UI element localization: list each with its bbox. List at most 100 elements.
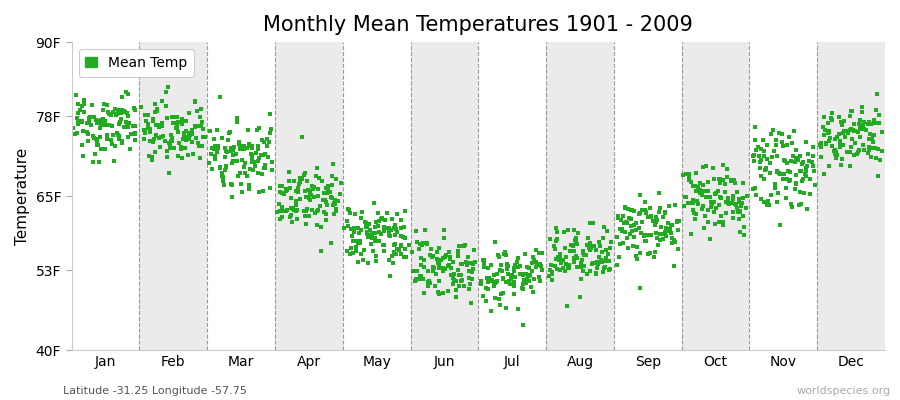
Point	[770, 190, 785, 196]
Point	[417, 257, 431, 263]
Point	[868, 145, 883, 152]
Point	[185, 139, 200, 146]
Point	[308, 209, 322, 216]
Point	[311, 193, 326, 200]
Point	[310, 165, 324, 171]
Point	[871, 112, 886, 119]
Point	[716, 219, 730, 226]
Point	[534, 263, 548, 270]
Point	[663, 230, 678, 236]
Point	[671, 218, 686, 224]
Point	[679, 170, 693, 177]
Point	[510, 264, 525, 270]
Point	[396, 254, 410, 260]
Point	[97, 122, 112, 129]
Point	[208, 156, 222, 162]
Point	[418, 226, 432, 233]
Point	[619, 219, 634, 226]
Point	[328, 196, 343, 203]
Point	[245, 159, 259, 165]
Point	[323, 189, 338, 195]
Point	[782, 134, 796, 140]
Point	[709, 190, 724, 196]
Point	[220, 148, 234, 155]
Point	[142, 137, 157, 144]
Point	[184, 130, 198, 137]
Point	[166, 120, 180, 126]
Point	[295, 134, 310, 140]
Point	[398, 235, 412, 241]
Point	[105, 109, 120, 115]
Point	[138, 112, 152, 118]
Point	[502, 278, 517, 284]
Point	[460, 262, 474, 268]
Point	[652, 190, 666, 196]
Point	[152, 124, 166, 130]
Point	[260, 142, 274, 149]
Point	[439, 252, 454, 258]
Point	[843, 108, 858, 114]
Point	[424, 254, 438, 261]
Point	[757, 176, 771, 182]
Point	[830, 134, 844, 140]
Point	[314, 224, 328, 230]
Point	[328, 201, 342, 208]
Point	[237, 164, 251, 170]
Point	[122, 120, 136, 126]
Point	[359, 224, 374, 230]
Point	[302, 212, 316, 219]
Point	[544, 262, 558, 268]
Point	[728, 200, 742, 207]
Point	[98, 146, 112, 152]
Point	[513, 263, 527, 269]
Point	[456, 243, 471, 249]
Point	[867, 116, 881, 123]
Point	[376, 242, 391, 248]
Point	[613, 226, 627, 232]
Point	[648, 249, 662, 256]
Point	[375, 215, 390, 221]
Point	[757, 148, 771, 154]
Point	[829, 155, 843, 162]
Point	[590, 264, 604, 271]
Point	[815, 124, 830, 130]
Point	[753, 157, 768, 163]
Point	[714, 213, 728, 219]
Point	[452, 272, 466, 278]
Point	[711, 188, 725, 195]
Point	[113, 110, 128, 116]
Point	[711, 202, 725, 208]
Point	[104, 122, 119, 129]
Point	[143, 126, 157, 132]
Point	[181, 152, 195, 158]
Point	[525, 268, 539, 274]
Point	[188, 123, 202, 130]
Point	[763, 170, 778, 177]
Point	[241, 127, 256, 134]
Point	[598, 264, 612, 270]
Point	[367, 224, 382, 230]
Point	[82, 118, 96, 124]
Point	[367, 230, 382, 236]
Point	[294, 176, 309, 182]
Point	[479, 298, 493, 304]
Point	[796, 176, 810, 182]
Point	[638, 208, 652, 215]
Point	[652, 237, 667, 244]
Point	[358, 218, 373, 225]
Point	[873, 157, 887, 164]
Point	[523, 272, 537, 278]
Point	[613, 241, 627, 247]
Point	[813, 141, 827, 148]
Point	[330, 198, 345, 204]
Point	[696, 182, 710, 188]
Point	[380, 210, 394, 216]
Point	[107, 143, 122, 149]
Point	[202, 160, 217, 166]
Point	[90, 137, 104, 144]
Point	[120, 122, 134, 128]
Point	[544, 270, 559, 277]
Point	[454, 277, 469, 284]
Point	[851, 128, 866, 135]
Point	[320, 202, 334, 208]
